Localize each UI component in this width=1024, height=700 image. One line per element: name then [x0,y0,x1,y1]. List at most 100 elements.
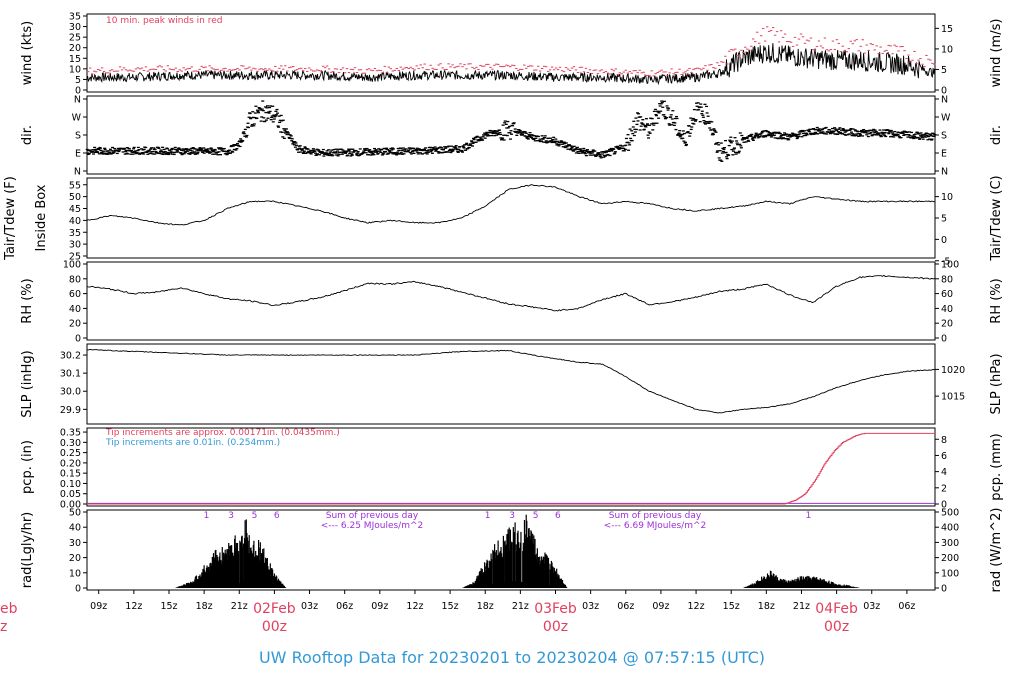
wind-note: 10 min. peak winds in red [106,16,223,26]
ytick-right-label-rh: 80 [941,274,953,285]
ytick-label-pcp: 0.30 [60,438,81,449]
ytick-right-label-temp: 0 [941,235,947,246]
xtick-label: 21z [512,601,529,612]
ytick-label-wind: 25 [69,33,81,44]
ytick-right-label-temp: 10 [941,192,953,203]
rad-hour-mark: 3 [228,511,234,521]
ytick-label-slp: 29.9 [60,405,81,416]
xtick-label: 06z [336,601,353,612]
ytick-label-slp: 30.0 [60,387,81,398]
ylabel-right-slp: SLP (hPa) [989,353,1004,414]
ytick-right-label-rad: 500 [941,508,959,519]
ytick-label-rh: 80 [69,274,81,285]
ylabel-left-temp: Inside Box [34,184,49,251]
ytick-label-wind: 35 [69,12,81,23]
ytick-label-wind: 20 [69,43,81,54]
ylabel-right-pcp: pcp. (mm) [989,433,1004,500]
ytick-label-temp: 50 [69,192,81,203]
ytick-label-pcp: 0.35 [60,428,81,439]
ylabel-left-rad: rad(Lgly/hr) [20,512,35,588]
rad-hour-mark: 3 [509,511,515,521]
date-label: 02Feb [253,601,296,617]
ytick-label-wind: 5 [75,75,81,86]
ytick-right-label-wind: 5 [941,65,947,76]
panel-frame-rad [86,509,936,591]
panel-frame-pcp [86,427,936,507]
ytick-label-temp: 35 [69,228,81,239]
date-sub-label: 00z [824,619,849,635]
xtick-label: 21z [231,601,248,612]
xtick-label: 18z [477,601,494,612]
xtick-label: 06z [617,601,634,612]
ylabel-right-rh: RH (%) [989,278,1004,323]
ytick-label-slp: 30.1 [60,369,81,380]
rad-hour-mark: 1 [485,511,491,521]
xtick-label: 09z [371,601,388,612]
ylabel-left-dir: dir. [20,125,35,145]
date-sub-label: 00z [543,619,568,635]
ytick-label-rad: 30 [69,538,81,549]
date-label: 03Feb [534,601,577,617]
rad-hour-mark: 5 [533,511,539,521]
ylabel-right-temp: Tair/Tdew (C) [989,175,1004,261]
ylabel-right-rad: rad (W/m^2) [989,508,1004,593]
panel-frame-wind [86,13,936,93]
pcp-series-red [87,432,935,505]
date-sub-label-edge: z [0,619,7,635]
rad-hour-mark: 1 [204,511,210,521]
ytick-label-pcp: 0.10 [60,479,81,490]
panel-frame-rh [86,261,936,341]
ytick-right-label-pcp: 4 [941,467,947,478]
ytick-right-label-rad: 100 [941,568,959,579]
ytick-label-dir: S [75,131,81,142]
pcp-note-blue: Tip increments are 0.01in. (0.254mm.) [105,438,280,448]
ytick-right-label-rad: 200 [941,553,959,564]
ytick-right-label-slp: 1020 [941,365,965,376]
ytick-label-temp: 55 [69,180,81,191]
ytick-label-dir: N [74,95,81,106]
rad-hour-mark: 6 [555,511,561,521]
ytick-label-pcp: 0.05 [60,489,81,500]
ylabel-left-rh: RH (%) [20,278,35,323]
series-line-temp [86,184,935,226]
ytick-label-pcp: 0.00 [60,500,81,511]
xtick-label: 09z [90,601,107,612]
xtick-label: 12z [406,601,423,612]
ytick-label-rh: 100 [63,260,81,271]
ylabel-left2-temp: Tair/Tdew (F) [3,176,18,261]
ytick-label-temp: 25 [69,252,81,263]
ytick-right-label-temp: -5 [941,256,950,267]
series-line-slp [86,349,935,414]
chart-title: UW Rooftop Data for 20230201 to 20230204… [258,648,766,667]
ytick-label-pcp: 0.20 [60,458,81,469]
ytick-right-label-rh: 0 [941,334,947,345]
series-line-rh [86,274,935,312]
ytick-right-label-dir: S [941,131,947,142]
ytick-label-rad: 20 [69,553,81,564]
ytick-label-slp: 30.2 [60,351,81,362]
ytick-right-label-dir: N [941,167,948,178]
ylabel-left-pcp: pcp. (in) [20,440,35,494]
ytick-right-label-rad: 300 [941,538,959,549]
date-sub-label: 00z [262,619,287,635]
ytick-right-label-rad: 400 [941,523,959,534]
ytick-right-label-slp: 1015 [941,392,965,403]
rad-sum-value-2: <--- 6.69 MJoules/m^2 [604,521,706,531]
rad-sum-value-1: <--- 6.25 MJoules/m^2 [321,521,423,531]
ytick-label-temp: 30 [69,240,81,251]
ytick-right-label-rh: 100 [941,260,959,271]
ytick-label-wind: 10 [69,64,81,75]
ytick-label-dir: W [72,113,82,124]
ytick-label-rh: 0 [75,334,81,345]
ytick-label-rad: 50 [69,508,81,519]
xtick-label: 18z [196,601,213,612]
ytick-right-label-rh: 60 [941,289,953,300]
xtick-label: 15z [442,601,459,612]
ylabel-left-slp: SLP (inHg) [20,350,35,418]
ytick-right-label-dir: E [941,149,947,160]
xtick-label: 09z [652,601,669,612]
ytick-right-label-rh: 40 [941,304,953,315]
series-line-wind [86,43,935,86]
ytick-right-label-dir: N [941,95,948,106]
ytick-label-rad: 10 [69,568,81,579]
